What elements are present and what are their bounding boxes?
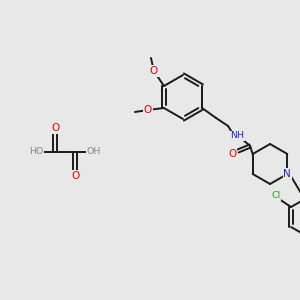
Text: OH: OH [87,148,101,157]
Text: O: O [144,105,152,115]
Text: O: O [150,66,158,76]
Text: O: O [51,123,59,133]
Text: HO: HO [29,148,43,157]
Text: O: O [71,171,79,181]
Text: NH: NH [230,131,244,140]
Text: O: O [228,149,236,159]
Text: Cl: Cl [272,191,281,200]
Text: N: N [284,169,291,179]
